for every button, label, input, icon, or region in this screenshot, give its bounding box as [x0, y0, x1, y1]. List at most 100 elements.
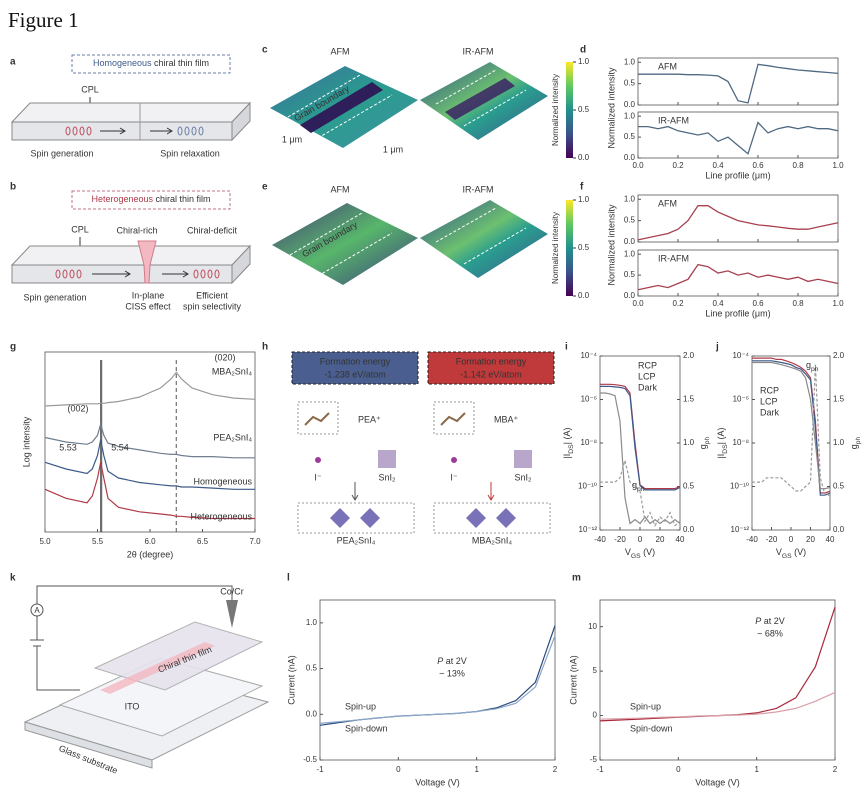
panel-label: m	[572, 573, 581, 584]
x-tick-label: 5.5	[92, 537, 104, 546]
axis-label-part: | (A)	[562, 427, 572, 444]
axis-label-part: GS	[631, 553, 641, 560]
panel-label: l	[287, 573, 290, 584]
axis-label-part: |I	[716, 454, 726, 459]
spins	[177, 126, 204, 136]
x-tick-label: 6.5	[197, 537, 209, 546]
salt: SnI₂	[514, 472, 532, 482]
y-tick-label: 1.0	[624, 249, 636, 258]
y2-tick-label: 1.0	[683, 438, 695, 447]
axis-label: VGS (V)	[776, 547, 806, 560]
axis-label-part: GS	[782, 553, 792, 560]
electrode-label: ITO	[125, 701, 140, 711]
x-tick-label: -40	[594, 535, 606, 544]
x-tick-label: -20	[614, 535, 626, 544]
y-tick-label: 10⁻⁸	[733, 438, 750, 447]
energy-box	[291, 351, 419, 385]
profile-line	[638, 63, 839, 104]
energy-title: Formation energy	[320, 356, 391, 366]
axis-label: Current (nA)	[286, 655, 296, 705]
energy-value: -1.238 eV/atom	[324, 369, 386, 379]
caption: Spin generation	[23, 292, 86, 302]
series-label: Spin-up	[345, 701, 376, 711]
x-tick-label: 0.8	[792, 161, 804, 170]
energy-value: -1.142 eV/atom	[460, 369, 522, 379]
x-tick-label: 0	[638, 535, 643, 544]
arrows	[92, 270, 189, 278]
series-line	[600, 385, 681, 491]
profile-line	[637, 263, 839, 291]
y2-tick-label: 0.5	[833, 482, 845, 491]
arrow	[487, 482, 495, 501]
panel-label: e	[262, 182, 268, 193]
panel-label: b	[10, 182, 16, 193]
boundary-guide	[289, 212, 393, 277]
annotation-value: ~ 13%	[439, 668, 465, 678]
series-label-part: g	[806, 360, 811, 370]
series-label: LCP	[760, 396, 778, 406]
plot-frame	[637, 194, 839, 243]
light-label: CPL	[81, 84, 99, 94]
series-label-part: ph	[811, 366, 819, 373]
x-tick-label: 40	[826, 535, 835, 544]
anion: I⁻	[314, 472, 322, 482]
x-tick-label: 0	[789, 535, 794, 544]
y-tick-label: 10⁻⁸	[581, 438, 598, 447]
ammeter-label: A	[34, 606, 40, 615]
series-line	[44, 439, 255, 490]
series-line	[752, 361, 831, 490]
cation: PEA⁺	[358, 414, 381, 424]
boundary-guide	[287, 74, 393, 139]
y-tick-label: 10⁻¹⁰	[578, 482, 597, 491]
axis-label-part: g	[698, 444, 708, 449]
colorbar-tick-label: 0.0	[578, 153, 590, 162]
x-tick-label: 0	[676, 765, 681, 774]
y-tick-label: 0.5	[624, 216, 636, 225]
afm-surface	[272, 203, 418, 285]
y-tick-label: 10⁻¹²	[731, 525, 750, 534]
x-tick-label: -40	[746, 535, 758, 544]
series-line	[600, 458, 681, 527]
x-tick-label: 2	[553, 765, 558, 774]
x-tick-label: 1	[754, 765, 759, 774]
y-tick-label: 0.0	[624, 291, 636, 300]
grain-groove	[300, 82, 383, 133]
series-label: Heterogeneous	[190, 511, 252, 521]
molecule-boxes	[297, 401, 551, 534]
series-label: MBA₂SnI₄	[212, 366, 253, 376]
y2-tick-label: 2.0	[683, 351, 695, 360]
axis-label-part: V	[776, 547, 782, 557]
series-label: Spin-down	[345, 723, 388, 733]
colorbar-label: Normalized intensity	[551, 212, 560, 284]
y2-tick-label: 0.5	[683, 482, 695, 491]
series-line	[752, 360, 831, 496]
product: PEA₂SnI₄	[337, 535, 376, 545]
series-label: gph	[806, 360, 819, 373]
molecule	[304, 412, 466, 426]
x-tick-label: 0.6	[752, 161, 764, 170]
annotation-italic: P	[437, 656, 443, 666]
annotation-italic: P	[755, 616, 761, 626]
x-tick-label: 0.4	[712, 161, 724, 170]
film-highlight: Homogeneous	[93, 58, 152, 68]
film-title: Homogeneous chiral thin film	[93, 58, 209, 68]
slab-top	[10, 102, 252, 123]
film-box	[71, 54, 231, 74]
axis-label: VGS (V)	[625, 547, 655, 560]
y-tick-label: 0.0	[624, 153, 636, 162]
series-label: Dark	[760, 407, 780, 417]
axis-label: Current (nA)	[568, 655, 578, 705]
y-tick-label: 10	[588, 622, 597, 631]
y2-tick-label: 1.5	[833, 395, 845, 404]
x-tick-label: 0.4	[712, 299, 724, 308]
chiral-rich-region	[137, 240, 157, 284]
boundary-guide	[435, 207, 527, 265]
sni2-lattice	[378, 450, 532, 468]
caption: spin selectivity	[183, 301, 242, 311]
y-tick-label: 0.5	[306, 664, 318, 673]
series-line	[600, 383, 681, 490]
y2-tick-label: 2.0	[833, 351, 845, 360]
colorbar-tick-label: 1.0	[578, 195, 590, 204]
series-label: LCP	[638, 371, 656, 381]
